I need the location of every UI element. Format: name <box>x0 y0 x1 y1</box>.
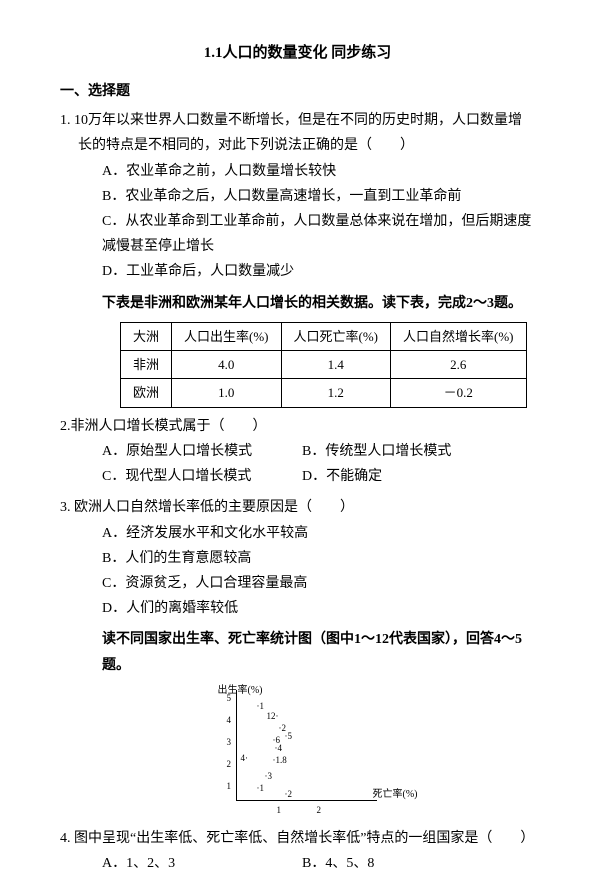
xtick: 2 <box>317 802 322 818</box>
th-death: 人口死亡率(%) <box>281 322 391 350</box>
q1-option-a: A．农业革命之前，人口数量增长较快 <box>60 159 535 184</box>
chart-x-label: 死亡率(%) <box>373 786 418 804</box>
q1-option-c: C．从农业革命到工业革命前，人口数量总体来说在增加，但后期速度减慢甚至停止增长 <box>60 209 535 259</box>
chart-point: ·1.8 <box>273 752 287 768</box>
td: 1.0 <box>172 379 282 407</box>
q4-num: 4. <box>60 831 71 846</box>
table-row: 非洲 4.0 1.4 2.6 <box>121 351 527 379</box>
q2-option-c: C．现代型人口增长模式 <box>102 464 302 489</box>
td: 欧洲 <box>121 379 172 407</box>
td: 1.4 <box>281 351 391 379</box>
chart-point: ·3 <box>265 768 273 784</box>
q2-option-b: B．传统型人口增长模式 <box>302 439 451 464</box>
q3-text: 欧洲人口自然增长率低的主要原因是（ ） <box>74 500 354 515</box>
td: 1.2 <box>281 379 391 407</box>
chart-axes: 5 4 3 2 1 1 2 ·112··2·5·6·44··1.8·3·1·2 <box>236 690 377 801</box>
q1-num: 1. <box>60 113 71 128</box>
q4-option-b: B．4、5、8 <box>302 851 374 876</box>
q1-text: 10万年以来世界人口数量不断增长，但是在不同的历史时期，人口数量增长的特点是不相… <box>74 113 522 153</box>
chart-point: ·2 <box>285 786 293 802</box>
table-row: 大洲 人口出生率(%) 人口死亡率(%) 人口自然增长率(%) <box>121 322 527 350</box>
ytick: 4 <box>227 712 232 728</box>
q3-option-d: D．人们的离婚率较低 <box>60 596 535 621</box>
ytick: 3 <box>227 734 232 750</box>
q1-option-b: B．农业革命之后，人口数量高速增长，一直到工业革命前 <box>60 184 535 209</box>
table-intro: 下表是非洲和欧洲某年人口增长的相关数据。读下表，完成2～3题。 <box>60 291 535 316</box>
q4-text: 图中呈现“出生率低、死亡率低、自然增长率低”特点的一组国家是（ ） <box>74 831 534 846</box>
question-4: 4. 图中呈现“出生率低、死亡率低、自然增长率低”特点的一组国家是（ ） A．1… <box>60 826 535 876</box>
xtick: 1 <box>277 802 282 818</box>
td: 2.6 <box>391 351 527 379</box>
chart-point: 12· <box>267 708 279 724</box>
data-table: 大洲 人口出生率(%) 人口死亡率(%) 人口自然增长率(%) 非洲 4.0 1… <box>120 322 527 408</box>
ytick: 5 <box>227 690 232 706</box>
section-header: 一、选择题 <box>60 79 535 104</box>
td: －0.2 <box>391 379 527 407</box>
td: 非洲 <box>121 351 172 379</box>
q2-option-a: A．原始型人口增长模式 <box>102 439 302 464</box>
question-2: 2.非洲人口增长模式属于（ ） A．原始型人口增长模式 B．传统型人口增长模式 … <box>60 414 535 490</box>
td: 4.0 <box>172 351 282 379</box>
q1-option-d: D．工业革命后，人口数量减少 <box>60 259 535 284</box>
q2-text: 非洲人口增长模式属于（ ） <box>71 419 267 434</box>
q4-option-a: A．1、2、3 <box>102 851 302 876</box>
chart-point: ·5 <box>285 728 293 744</box>
q3-option-a: A．经济发展水平和文化水平较高 <box>60 521 535 546</box>
chart-intro: 读不同国家出生率、死亡率统计图（图中1～12代表国家），回答4～5题。 <box>60 627 535 677</box>
q2-num: 2. <box>60 419 71 434</box>
ytick: 2 <box>227 756 232 772</box>
chart-point: 4· <box>241 750 249 766</box>
q3-num: 3. <box>60 500 71 515</box>
chart-point: ·1 <box>257 698 265 714</box>
ytick: 1 <box>227 778 232 794</box>
q2-option-d: D．不能确定 <box>302 464 382 489</box>
scatter-chart: 出生率(%) 5 4 3 2 1 1 2 ·112··2·5·6·44··1.8… <box>198 682 398 822</box>
chart-point: ·1 <box>257 780 265 796</box>
table-row: 欧洲 1.0 1.2 －0.2 <box>121 379 527 407</box>
q3-option-c: C．资源贫乏，人口合理容量最高 <box>60 571 535 596</box>
question-1: 1. 10万年以来世界人口数量不断增长，但是在不同的历史时期，人口数量增长的特点… <box>60 108 535 284</box>
page-title: 1.1人口的数量变化 同步练习 <box>60 40 535 67</box>
th-birth: 人口出生率(%) <box>172 322 282 350</box>
q3-option-b: B．人们的生育意愿较高 <box>60 546 535 571</box>
th-continent: 大洲 <box>121 322 172 350</box>
th-growth: 人口自然增长率(%) <box>391 322 527 350</box>
question-3: 3. 欧洲人口自然增长率低的主要原因是（ ） A．经济发展水平和文化水平较高 B… <box>60 495 535 621</box>
